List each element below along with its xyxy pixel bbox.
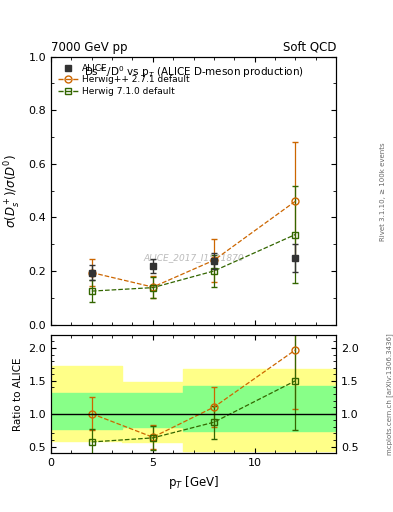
Text: Soft QCD: Soft QCD [283,41,336,54]
Text: 7000 GeV pp: 7000 GeV pp [51,41,128,54]
Legend: ALICE, Herwig++ 2.7.1 default, Herwig 7.1.0 default: ALICE, Herwig++ 2.7.1 default, Herwig 7.… [55,61,192,99]
Text: mcplots.cern.ch [arXiv:1306.3436]: mcplots.cern.ch [arXiv:1306.3436] [386,333,393,455]
X-axis label: p$_T$ [GeV]: p$_T$ [GeV] [168,474,219,490]
Text: Ds$^+$/D$^0$ vs p$_T$ (ALICE D-meson production): Ds$^+$/D$^0$ vs p$_T$ (ALICE D-meson pro… [84,65,303,80]
Text: ALICE_2017_I1511870: ALICE_2017_I1511870 [143,253,244,262]
Y-axis label: Ratio to ALICE: Ratio to ALICE [13,357,23,431]
Y-axis label: $\sigma(D_s^+)/\sigma(D^0)$: $\sigma(D_s^+)/\sigma(D^0)$ [3,154,23,228]
Text: Rivet 3.1.10, ≥ 100k events: Rivet 3.1.10, ≥ 100k events [380,142,386,241]
